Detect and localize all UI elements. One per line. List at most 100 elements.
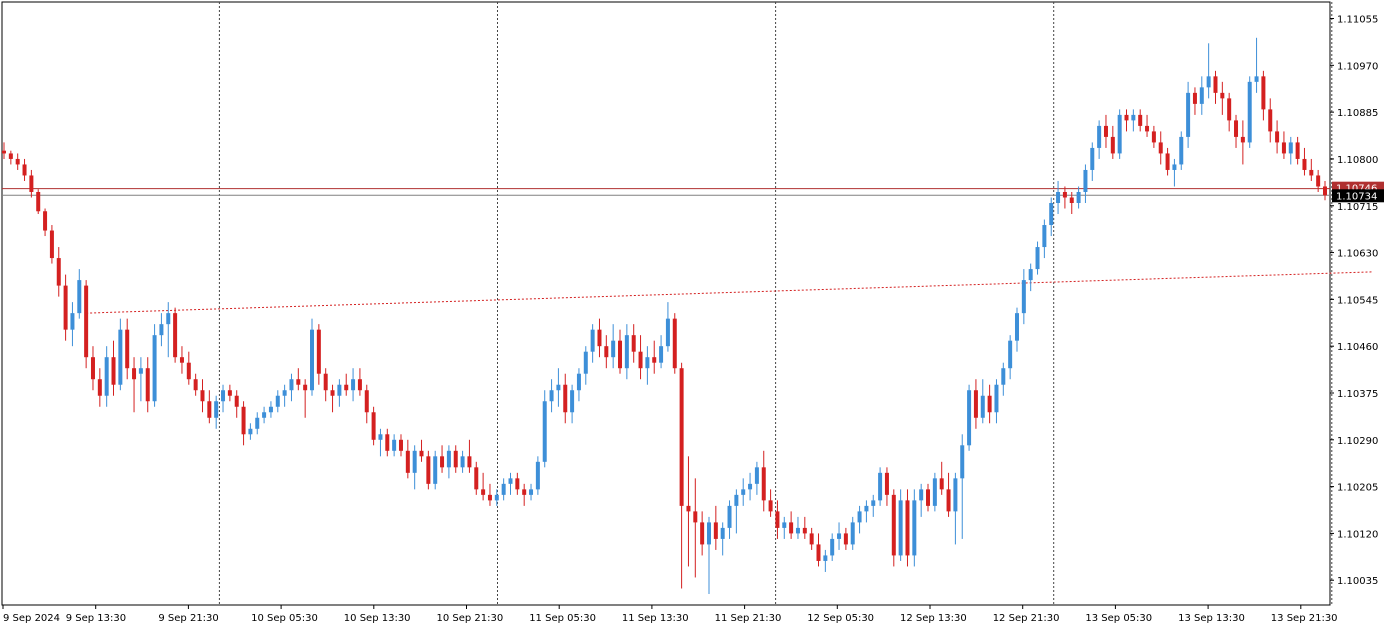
candle [357,368,362,396]
candle-body [1206,76,1211,88]
candle-body [70,313,75,330]
candle-body [672,318,677,369]
candle-body [111,357,116,385]
candle [700,511,705,556]
x-tick-label: 11 Sep 13:30 [622,613,689,624]
candle-body [823,555,828,561]
candle-body [398,439,403,451]
candle [97,368,102,407]
candle-body [1097,125,1102,148]
candle-body [926,489,931,506]
trend-line-red [86,271,1373,314]
candle-body [1213,76,1218,93]
candle-body [104,357,109,396]
candle-body [2,150,6,154]
candle [967,384,972,451]
candle [508,472,513,495]
candle [1254,37,1259,93]
candle [611,324,616,369]
candle [1323,180,1327,201]
candle-body [700,522,705,545]
candle [214,395,219,429]
candle-body [303,384,308,391]
candle-body [864,505,869,512]
x-tick-label: 13 Sep 13:30 [1178,613,1245,624]
candle-body [296,379,301,385]
candle [392,434,397,457]
candle [70,302,75,347]
candle-body [604,346,609,358]
candle [741,478,746,506]
candle [378,428,383,457]
candle [932,472,937,512]
candle [761,450,766,512]
candle-body [419,450,424,457]
candle [720,522,725,556]
candle [501,478,506,501]
candle-body [994,384,999,413]
chart-grid [1,1,1333,606]
candle [193,373,198,396]
candle [337,379,342,407]
candle-body [241,406,246,435]
candle-body [1316,175,1321,187]
candle [973,379,978,429]
candle-body [1179,136,1184,165]
y-tick-label: 1.10290 [1337,436,1378,447]
candle [618,329,623,374]
candle-body [1172,164,1177,170]
candle-body [474,467,479,490]
candle [364,384,369,424]
candle [145,357,150,413]
y-tick-label: 1.10545 [1337,295,1378,306]
y-tick-label: 1.11055 [1337,15,1378,26]
candle-body [830,538,835,556]
x-tick-label: 13 Sep 05:30 [1085,613,1152,624]
candle [1302,147,1307,176]
current-price-tag-text: 1.10734 [1336,191,1377,202]
candle [857,505,862,534]
candle-body [49,230,54,259]
x-tick-label: 9 Sep 13:30 [66,613,126,624]
candle-body [1014,313,1019,341]
candle-body [590,329,595,352]
candle [426,450,431,490]
candle-body [268,406,273,413]
candle-body [227,390,232,396]
y-tick-label: 1.10885 [1337,108,1378,119]
candle-body [36,191,41,212]
candle-body [1220,92,1225,99]
candle-body [214,401,219,418]
candle-body [310,329,315,391]
candle [706,516,711,594]
candle [118,318,123,391]
candle-body [1110,136,1115,154]
candle-body [515,478,520,490]
candle [132,357,137,413]
candle-body [371,412,376,440]
x-tick-label: 11 Sep 21:30 [715,613,782,624]
candle [310,318,315,396]
x-tick-label: 9 Sep 2024 [3,613,60,624]
candle-body [631,335,636,352]
candle-body [207,401,212,418]
candle [84,280,89,369]
candle-body [1056,191,1061,203]
candle [1240,120,1245,165]
candle [994,379,999,424]
candle-body [679,368,684,506]
candle-body [1254,76,1259,82]
candle-body [501,483,506,495]
candle [446,445,451,479]
candle [1110,125,1115,159]
candle-body [748,483,753,490]
candle [1062,186,1067,209]
candle-body [378,434,383,440]
candle-body [1165,153,1170,170]
candle-body [1302,158,1307,170]
x-tick-label: 12 Sep 13:30 [900,613,967,624]
candle [939,461,944,495]
candle-body [63,285,68,330]
candle-body [508,478,513,484]
